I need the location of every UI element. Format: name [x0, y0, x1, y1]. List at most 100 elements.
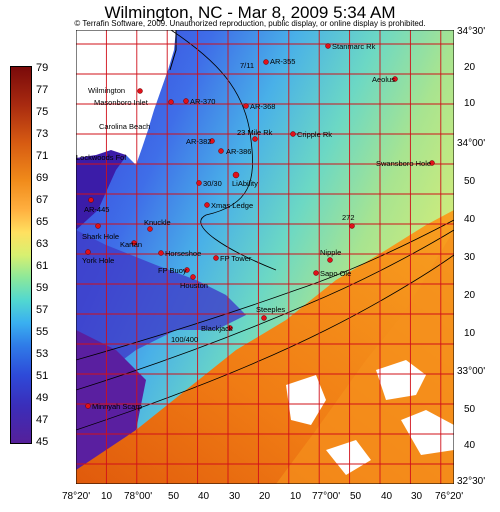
lon-label: 77°00': [312, 491, 341, 502]
lon-label: 20: [259, 491, 271, 502]
legend-label: 55: [36, 326, 49, 338]
label-liability: LiAbility: [232, 179, 258, 188]
legend-label: 53: [36, 348, 49, 360]
label-3030: 30/30: [203, 179, 222, 188]
legend-label: 51: [36, 370, 49, 382]
temperature-color-legend: [10, 66, 32, 444]
lat-label: 20: [464, 62, 476, 73]
lat-lon-grid: [76, 30, 454, 484]
lon-label: 30: [229, 491, 241, 502]
marker-steeples[interactable]: [261, 315, 267, 321]
legend-label: 67: [36, 194, 49, 206]
marker-wilmington[interactable]: [137, 88, 143, 94]
lat-label: 34°00': [457, 138, 486, 149]
label-wilmington: Wilmington: [88, 86, 125, 95]
label-steeples: Steeples: [256, 305, 285, 314]
marker-houston[interactable]: [190, 274, 196, 280]
marker-272[interactable]: [349, 223, 355, 229]
label-711: 7/11: [240, 61, 254, 70]
marker-horseshoe[interactable]: [158, 250, 164, 256]
lon-label: 50: [350, 491, 362, 502]
label-blackjack: Blackjack: [201, 324, 233, 333]
sst-map[interactable]: Wilmington Masonboro Inlet AR-370 AR-368…: [76, 30, 454, 484]
legend-label: 45: [36, 436, 49, 448]
label-york: York Hole: [82, 256, 114, 265]
marker-blackjack[interactable]: [227, 325, 233, 331]
label-swansboro: Swansboro Hole: [376, 159, 431, 168]
marker-3030[interactable]: [196, 180, 202, 186]
marker-nipple[interactable]: [327, 257, 333, 263]
label-272: 272: [342, 213, 355, 222]
lat-label: 33°00': [457, 366, 486, 377]
cloud-patch: [376, 360, 426, 400]
label-carolina-beach: Carolina Beach: [99, 122, 150, 131]
copyright-notice: © Terrafin Software, 2009. Unauthorized …: [74, 19, 426, 28]
map-title: Wilmington, NC - Mar 8, 2009 5:34 AM: [104, 3, 396, 22]
marker-ar386[interactable]: [218, 148, 224, 154]
marker-liability[interactable]: [232, 171, 240, 179]
legend-label: 77: [36, 84, 49, 96]
marker-stanmarc[interactable]: [325, 43, 331, 49]
marker-ar370[interactable]: [183, 98, 189, 104]
marker-york[interactable]: [85, 249, 91, 255]
label-nipple: Nipple: [320, 248, 341, 257]
marker-xmas[interactable]: [204, 202, 210, 208]
marker-23mile[interactable]: [252, 136, 258, 142]
legend-labels: 79 77 75 73 71 69 67 65 63 61 59 57 55 5…: [36, 62, 66, 452]
label-ar382: AR-382: [186, 137, 211, 146]
marker-swansboro[interactable]: [429, 160, 435, 166]
marker-ar382[interactable]: [209, 138, 215, 144]
label-100-400: 100/400: [171, 335, 198, 344]
lon-label: 40: [381, 491, 393, 502]
label-ar445: AR-445: [84, 205, 109, 214]
label-xmas: Xmas Ledge: [211, 201, 253, 210]
marker-kartan[interactable]: [131, 240, 137, 246]
lon-label: 78°20': [62, 491, 91, 502]
label-ar368: AR-368: [250, 102, 275, 111]
cloud-patch: [286, 375, 326, 425]
marker-cripple[interactable]: [290, 131, 296, 137]
marker-fpbuoy[interactable]: [184, 267, 190, 273]
legend-label: 75: [36, 106, 49, 118]
legend-label: 69: [36, 172, 49, 184]
lat-label: 40: [464, 214, 476, 225]
lon-label: 10: [290, 491, 302, 502]
marker-ar368[interactable]: [243, 103, 249, 109]
legend-label: 59: [36, 282, 49, 294]
label-sapoole: Sapo Ole: [320, 269, 351, 278]
legend-label: 49: [36, 392, 49, 404]
depth-contour-shelf: [76, 219, 454, 361]
lat-label: 40: [464, 440, 476, 451]
cool-water-patch: [76, 230, 246, 390]
legend-label: 61: [36, 260, 49, 272]
marker-minnyah[interactable]: [85, 403, 91, 409]
lon-label: 76°20': [435, 491, 464, 502]
label-shark: Shark Hole: [82, 232, 119, 241]
deep-cold-water: [76, 330, 146, 484]
lat-label: 50: [464, 176, 476, 187]
label-aeolus: Aeolus: [372, 75, 395, 84]
lon-label: 50: [168, 491, 180, 502]
legend-label: 71: [36, 150, 49, 162]
label-ar370: AR-370: [190, 97, 215, 106]
lon-label: 30: [411, 491, 423, 502]
label-houston: Houston: [180, 281, 208, 290]
legend-label: 79: [36, 62, 49, 74]
marker-knuckle[interactable]: [147, 226, 153, 232]
marker-711[interactable]: [263, 59, 269, 65]
marker-ar445[interactable]: [88, 197, 94, 203]
marker-aeolus[interactable]: [392, 76, 398, 82]
label-lockwoods: Lockwoods Fol: [76, 153, 126, 162]
lat-label: 34°30': [457, 26, 486, 37]
lon-label: 78°00': [124, 491, 153, 502]
lat-label: 32°30': [457, 476, 486, 487]
lon-label: 40: [198, 491, 210, 502]
lat-label: 10: [464, 328, 476, 339]
legend-label: 57: [36, 304, 49, 316]
marker-masonboro[interactable]: [168, 99, 174, 105]
marker-fptower[interactable]: [213, 255, 219, 261]
label-kartan: Kartan: [120, 240, 142, 249]
marker-sapoole[interactable]: [313, 270, 319, 276]
label-stanmarc: Stanmarc Rk: [332, 42, 376, 51]
marker-shark[interactable]: [95, 223, 101, 229]
